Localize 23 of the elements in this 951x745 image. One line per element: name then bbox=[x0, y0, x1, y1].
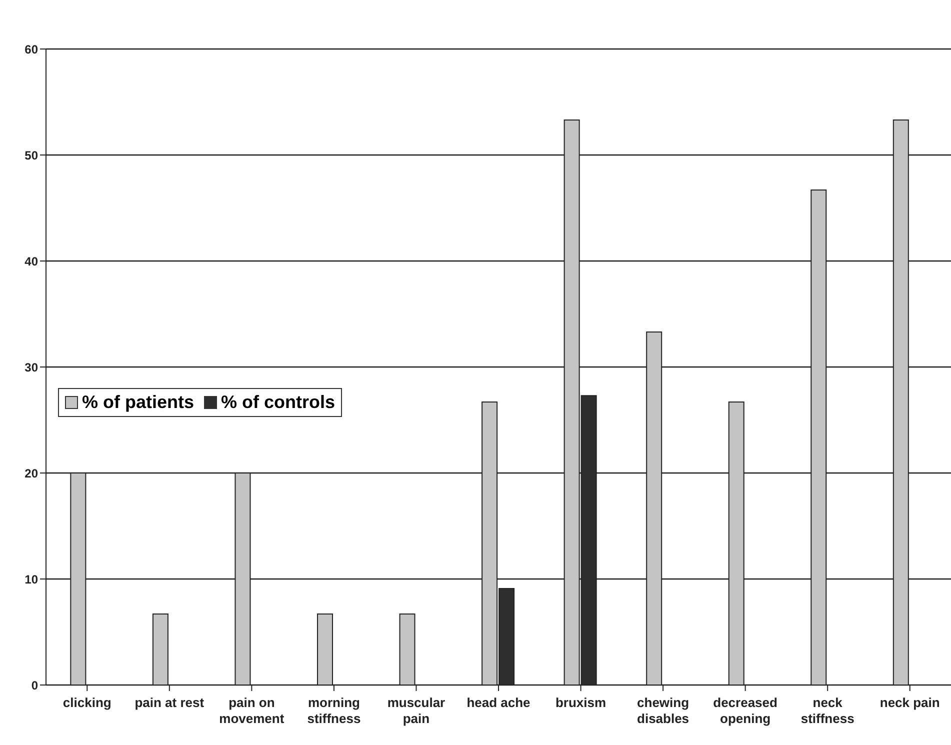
y-tick-label: 30 bbox=[24, 360, 38, 374]
bar bbox=[399, 613, 416, 685]
x-tick-label: pain at rest bbox=[134, 695, 205, 710]
x-tick-label: clicking bbox=[62, 695, 112, 710]
x-tick-label: decreased opening bbox=[713, 695, 778, 726]
x-tick-label: neck pain bbox=[880, 695, 940, 710]
x-tick-label: head ache bbox=[466, 695, 530, 710]
x-tick-label: chewing disables bbox=[637, 695, 690, 726]
y-tick-label: 60 bbox=[24, 42, 38, 56]
legend-label: % of patients bbox=[81, 392, 194, 413]
x-tick-label: muscular pain bbox=[387, 695, 446, 726]
y-tick-label: 10 bbox=[24, 572, 38, 586]
bar bbox=[152, 613, 168, 685]
y-tick-label: 40 bbox=[24, 254, 38, 268]
bar bbox=[317, 613, 333, 685]
x-tick-label: neck stiffness bbox=[800, 695, 854, 726]
x-tick-label: pain on movement bbox=[219, 695, 285, 726]
legend-label: % of controls bbox=[220, 392, 336, 413]
x-tick-label: morning stiffness bbox=[307, 695, 361, 726]
y-tick-label: 50 bbox=[24, 148, 38, 162]
y-tick-label: 0 bbox=[31, 678, 38, 692]
y-tick-label: 20 bbox=[24, 466, 38, 480]
x-tick-label: bruxism bbox=[555, 695, 606, 710]
